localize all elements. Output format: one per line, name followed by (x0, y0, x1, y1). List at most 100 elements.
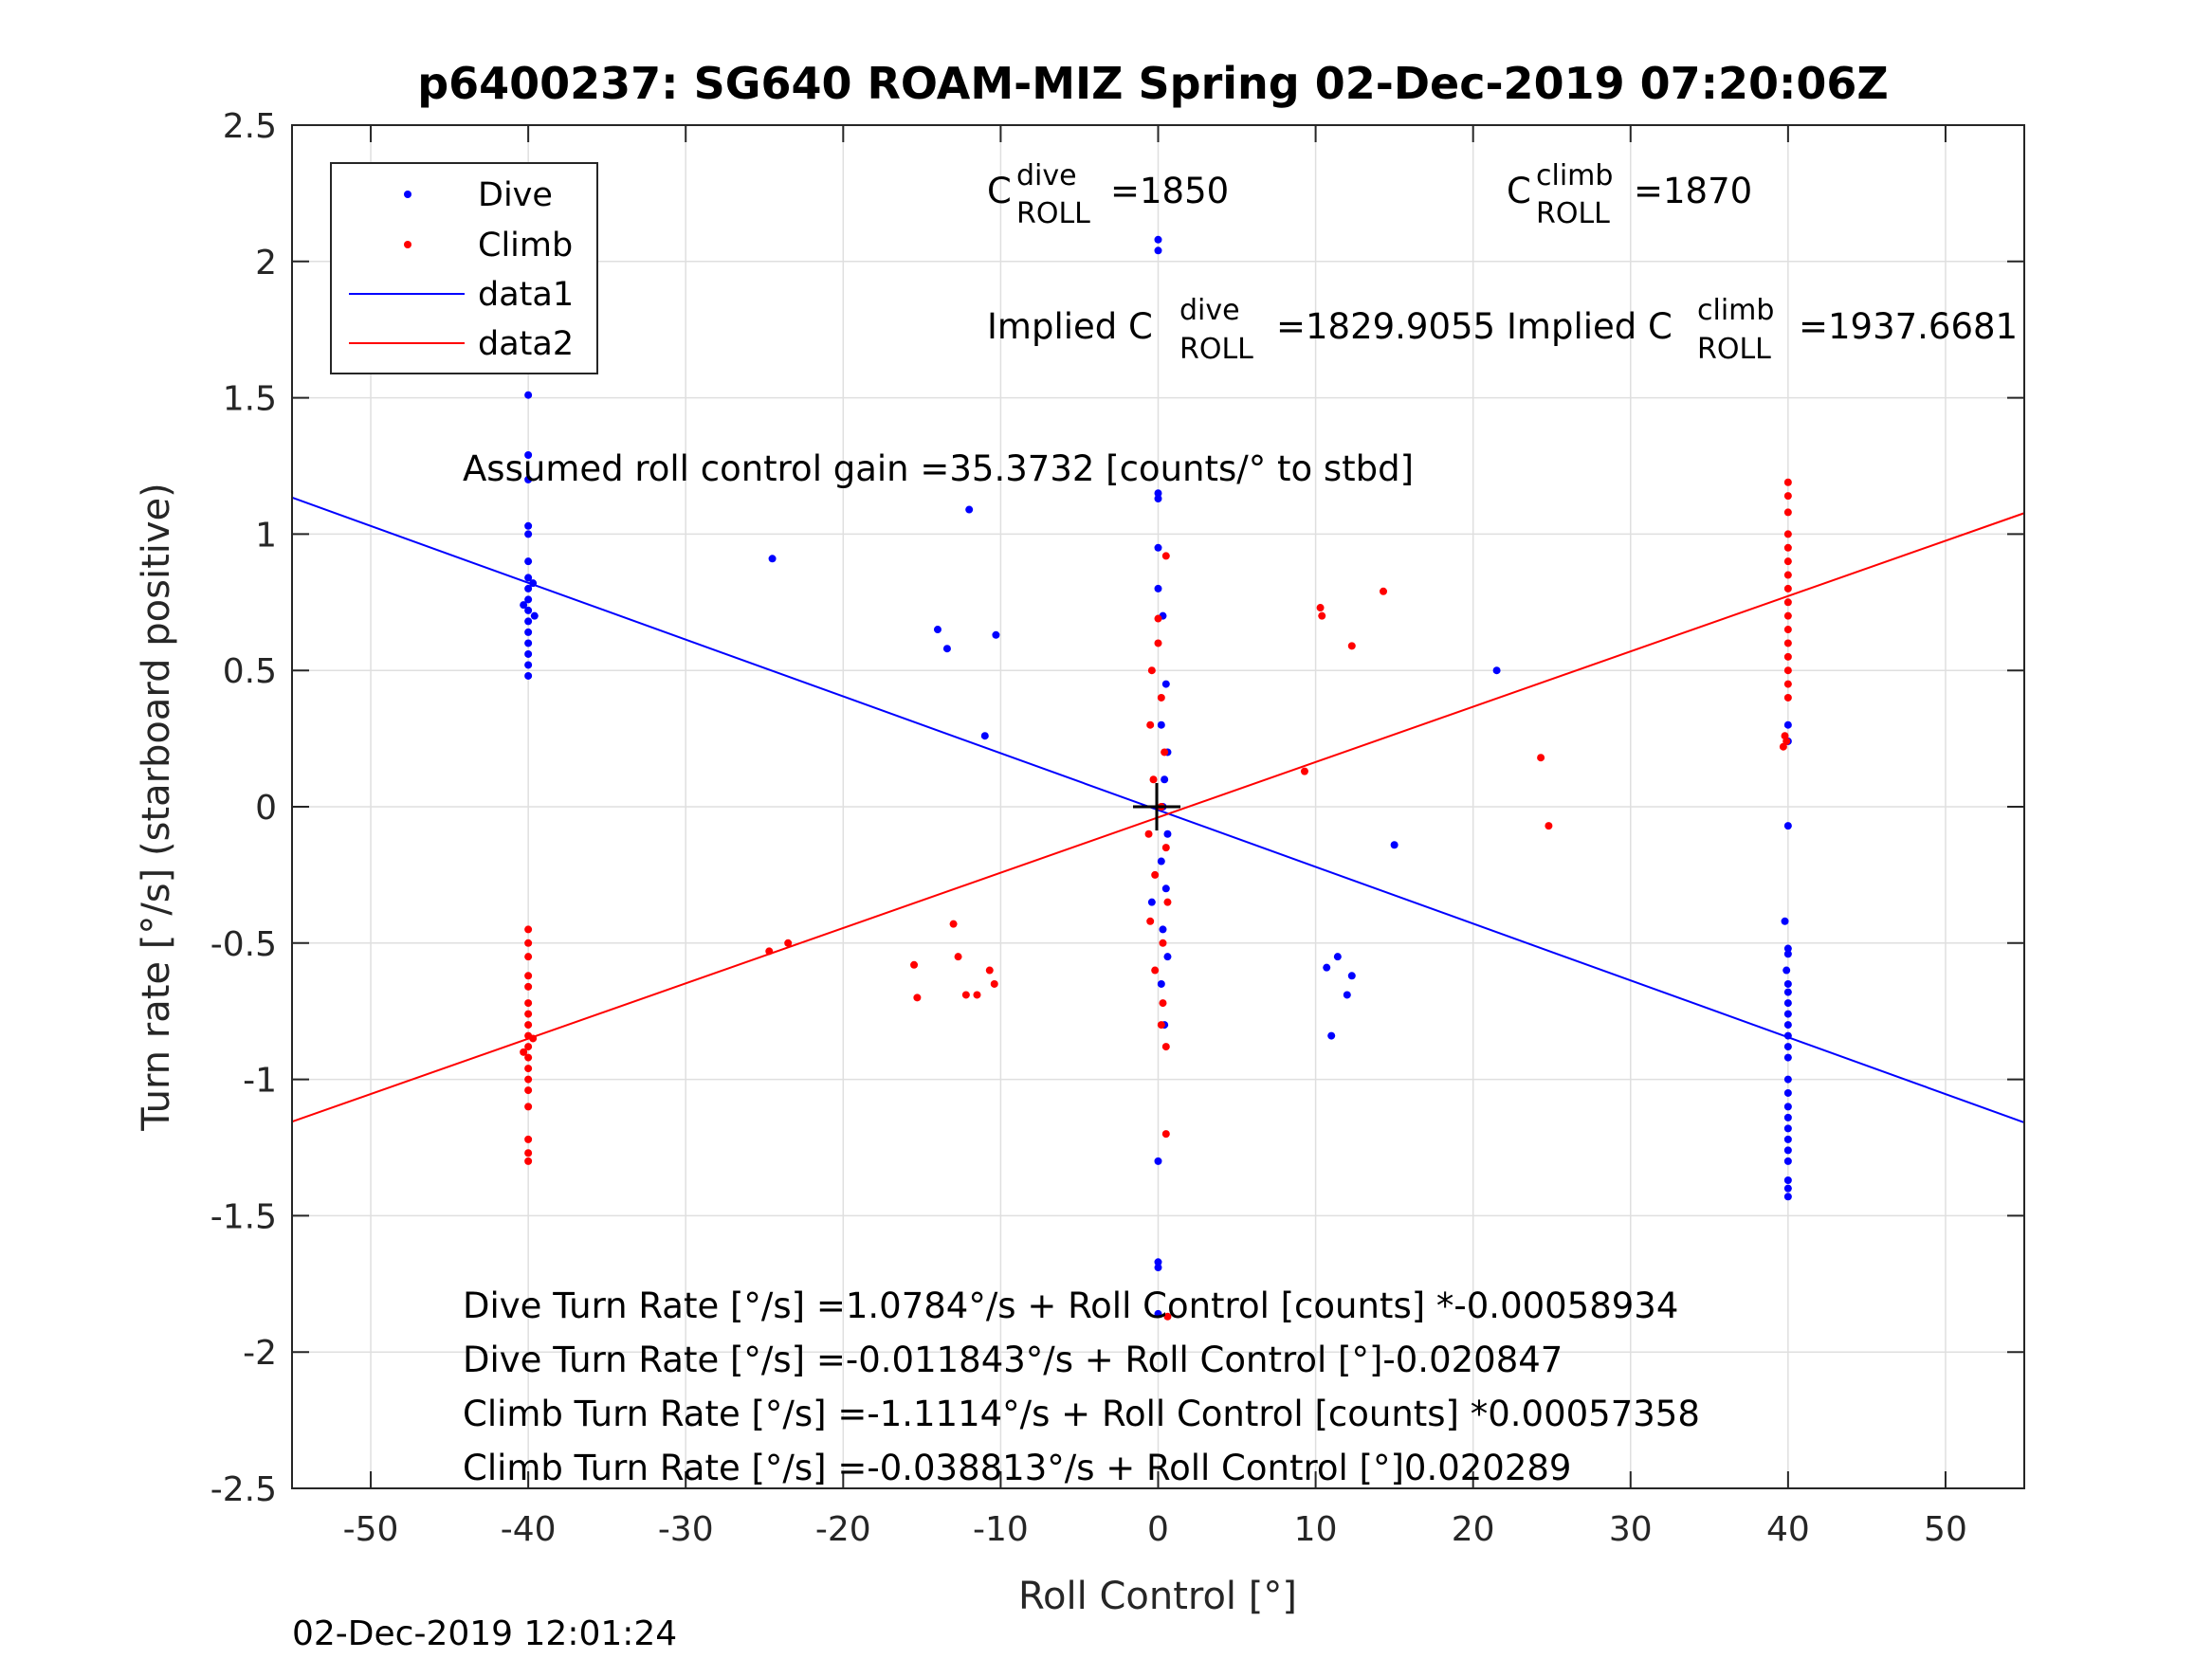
dive-point (1154, 495, 1162, 503)
climb-point (524, 1157, 533, 1165)
legend-box (330, 162, 598, 374)
dive-point (524, 521, 533, 530)
dive-point (524, 628, 533, 636)
x-tick-label: 50 (1924, 1510, 1967, 1549)
climb-point (1783, 543, 1792, 552)
dive-point (524, 595, 533, 604)
dive-point (520, 601, 528, 610)
y-tick-label: -0.5 (210, 925, 277, 964)
climb-point (524, 1135, 533, 1143)
climb-point (524, 939, 533, 947)
dive-point (1783, 1184, 1792, 1193)
dive-point (1783, 822, 1792, 830)
dive-point (1154, 246, 1162, 255)
chart-title: p6400237: SG640 ROAM-MIZ Spring 02-Dec-2… (417, 58, 1889, 109)
climb-point (524, 982, 533, 991)
legend: Dive Climb data1 data2 (330, 162, 598, 374)
y-tick-label: 0.5 (223, 652, 277, 691)
climb-point (1149, 775, 1158, 784)
dive-point (524, 557, 533, 566)
climb-point (1783, 508, 1792, 517)
climb-point (524, 999, 533, 1008)
climb-point (1783, 693, 1792, 702)
climb-equation-counts: Climb Turn Rate [°/s] =-1.1114°/s + Roll… (463, 1394, 1700, 1434)
climb-point (524, 925, 533, 934)
climb-point (524, 972, 533, 980)
climb-point (524, 1043, 533, 1051)
y-tick-label: 0 (255, 789, 277, 828)
x-tick-label: 10 (1294, 1510, 1338, 1549)
climb-point (1161, 1043, 1170, 1051)
climb-point (524, 1053, 533, 1062)
climb-point (1783, 557, 1792, 566)
dive-point (1333, 953, 1342, 961)
dive-point (1782, 966, 1791, 975)
dive-point (1157, 857, 1165, 866)
dive-point (1154, 1157, 1162, 1165)
dive-point (1154, 489, 1162, 498)
climb-point (949, 920, 958, 928)
legend-dive-marker (404, 191, 411, 198)
climb-point (524, 1149, 533, 1158)
roll-gain-annotation: Assumed roll control gain =35.3732 [coun… (463, 448, 1414, 489)
y-axis-label: Turn rate [°/s] (starboard positive) (135, 483, 178, 1132)
x-tick-label: 20 (1452, 1510, 1495, 1549)
dive-point (1783, 1135, 1792, 1143)
x-axis-label: Roll Control [°] (1018, 1575, 1297, 1618)
dive-point (1343, 991, 1351, 999)
dive-point (933, 626, 941, 634)
dive-point (965, 505, 974, 514)
svg-text:climb: climb (1536, 159, 1613, 192)
climb-point (524, 1065, 533, 1073)
climb-point (524, 1010, 533, 1018)
dive-point (1783, 1043, 1792, 1051)
climb-point (1783, 680, 1792, 688)
climb-point (1157, 693, 1165, 702)
svg-text:ROLL: ROLL (1179, 333, 1253, 366)
climb-point (1154, 614, 1162, 623)
y-tick-label: 1 (255, 516, 277, 555)
dive-equation-degrees: Dive Turn Rate [°/s] =-0.011843°/s + Rol… (463, 1340, 1563, 1380)
climb-point (765, 947, 774, 956)
dive-point (1163, 953, 1172, 961)
dive-point (1157, 720, 1165, 729)
dive-point (1161, 775, 1169, 784)
dive-point (1783, 1146, 1792, 1155)
svg-text:=1937.6681: =1937.6681 (1799, 306, 2018, 347)
dive-point (1783, 720, 1792, 729)
y-tick-label: -1 (243, 1062, 277, 1101)
dive-point (524, 671, 533, 680)
dive-point (1783, 988, 1792, 996)
climb-point (1347, 642, 1356, 650)
dive-point (1783, 1075, 1792, 1084)
climb-point (990, 979, 998, 988)
x-tick-label: -10 (973, 1510, 1029, 1549)
climb-point (1537, 754, 1545, 762)
dive-point (1154, 1264, 1162, 1272)
implied-c-roll-climb-annotation: Implied C climb ROLL =1937.6681 (1507, 294, 2018, 366)
dive-point (524, 530, 533, 538)
climb-point (1783, 598, 1792, 607)
climb-point (1146, 720, 1155, 729)
x-tick-label: -50 (343, 1510, 399, 1549)
dive-point (530, 611, 539, 620)
climb-point (1163, 1312, 1172, 1321)
svg-text:climb: climb (1697, 294, 1774, 327)
dive-point (1783, 1088, 1792, 1097)
climb-point (1157, 1021, 1165, 1030)
climb-point (524, 1021, 533, 1030)
dive-point (524, 649, 533, 658)
dive-point (1147, 898, 1156, 906)
dive-point (1154, 1309, 1162, 1318)
climb-point (1163, 898, 1172, 906)
axis-ticks: -50 -40 -30 -20 -10 0 10 20 30 40 50-2.5-2-1.5-1-0… (210, 107, 2024, 1549)
x-tick-label: -40 (501, 1510, 557, 1549)
climb-point (524, 1075, 533, 1084)
climb-equation-degrees: Climb Turn Rate [°/s] =-0.038813°/s + Ro… (463, 1448, 1571, 1488)
y-tick-label: 2 (255, 244, 277, 283)
climb-point (524, 953, 533, 961)
y-tick-label: 2.5 (223, 107, 277, 146)
generated-timestamp: 02-Dec-2019 12:01:24 (292, 1614, 677, 1653)
legend-dive-label: Dive (478, 176, 553, 214)
